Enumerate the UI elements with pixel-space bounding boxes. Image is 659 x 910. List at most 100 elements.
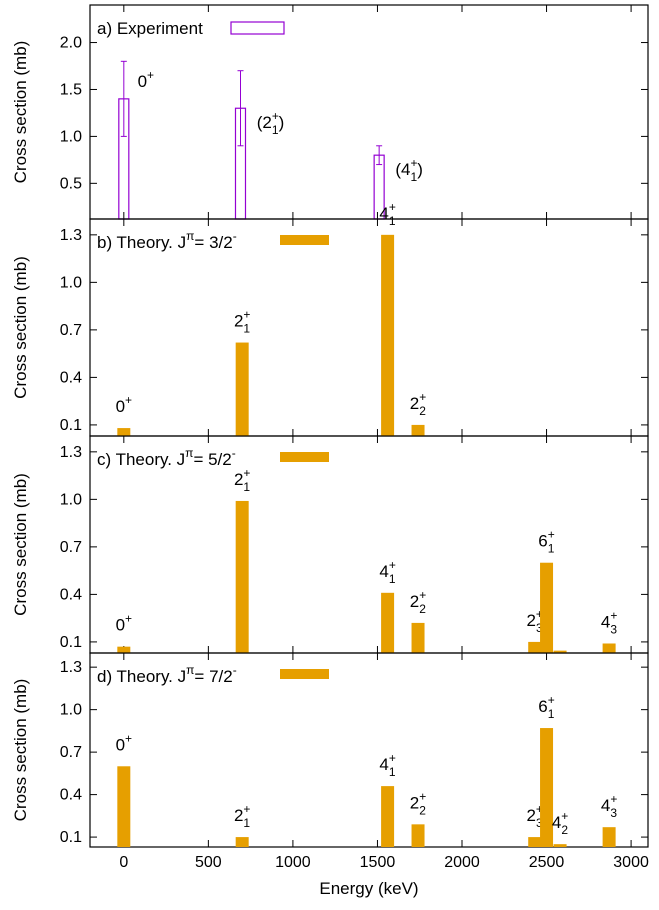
state-label: 4+ 3: [601, 792, 617, 820]
state-spin: 0: [116, 397, 125, 416]
state-label: 4+ 1: [379, 200, 395, 228]
state-spin: 4: [601, 612, 610, 631]
panel-b: 0.1 0.4 0.7 1.0 1.3 Cross section (mb) b) Theo…: [11, 200, 649, 437]
x-tick-label: 3000: [613, 854, 649, 871]
bar: [411, 622, 425, 653]
panel-c: 0.1 0.4 0.7 1.0 1.3 Cross section (mb) c) Theo…: [11, 435, 649, 654]
y-tick-label: 1.5: [60, 81, 82, 98]
state-parity: +: [561, 809, 568, 823]
plot-frame: [89, 652, 649, 848]
x-axis-label: Energy (keV): [319, 879, 418, 898]
state-label: 6+ 1: [538, 693, 554, 721]
state-label: 4+ 2: [552, 809, 568, 837]
panel-label-text: c) Theory. J: [97, 450, 185, 469]
state-label: 2+ 2: [410, 588, 426, 616]
state-parity: +: [243, 466, 250, 480]
bar: [602, 643, 616, 653]
state-parity: +: [389, 558, 396, 572]
state-index: 2: [419, 803, 426, 817]
y-axis-label: Cross section (mb): [11, 473, 30, 616]
legend-swatch: [280, 235, 329, 245]
state-spin: 4: [379, 204, 388, 223]
bar: [235, 837, 249, 847]
bar: [235, 342, 249, 436]
bar: [411, 424, 425, 436]
state-parity: +: [411, 156, 418, 170]
panel-label-text: b) Theory. J: [97, 233, 186, 252]
state-label: 2+ 3: [526, 607, 542, 635]
y-tick-label: 0.1: [60, 829, 82, 846]
bar: [235, 500, 249, 653]
state-spin: 4: [552, 813, 561, 832]
state-label: 0+: [116, 612, 132, 635]
y-tick-label: 0.1: [60, 417, 82, 434]
state-label: 4+ 1: [379, 751, 395, 779]
jpi-value: = 3/2: [194, 233, 232, 252]
state-parity: +: [610, 608, 617, 622]
bar: [411, 824, 425, 847]
state-label: 2+ 2: [410, 390, 426, 418]
state-spin: 2: [410, 793, 419, 812]
state-spin: 4: [601, 796, 610, 815]
state-parity: +: [389, 200, 396, 214]
state-spin: 2: [526, 806, 535, 825]
bar: [117, 766, 131, 847]
state-parity: +: [272, 109, 279, 123]
state-spin: 0: [116, 735, 125, 754]
state-label: (2+ 1): [257, 109, 285, 137]
state-parity: +: [536, 607, 543, 621]
state-index: 1: [548, 707, 555, 721]
panel-label-text: d) Theory. J: [97, 667, 186, 686]
state-label: 2+ 3: [526, 802, 542, 830]
state-label: 2+ 1: [234, 466, 250, 494]
state-parity: +: [419, 390, 426, 404]
state-spin: 4: [401, 160, 410, 179]
panel-label: d) Theory. Jπ= 7/2-: [97, 663, 237, 686]
state-label: 0+: [138, 68, 154, 91]
bar: [553, 844, 567, 847]
state-spin: 6: [538, 532, 547, 551]
state-index: 1: [389, 214, 396, 228]
bar: [381, 592, 395, 653]
state-parity: +: [610, 792, 617, 806]
state-label: 2+ 2: [410, 789, 426, 817]
x-tick-label: 500: [195, 854, 222, 871]
state-label: (4+ 1): [395, 156, 423, 184]
state-label: 4+ 1: [379, 558, 395, 586]
state-spin: 2: [234, 312, 243, 331]
state-parity: +: [125, 731, 132, 745]
jpi-value: = 5/2: [193, 450, 231, 469]
state-spin: 4: [379, 755, 388, 774]
y-tick-label: 1.0: [60, 702, 82, 719]
y-tick-label: 2.0: [60, 35, 82, 52]
bar: [540, 728, 554, 847]
y-tick-label: 0.4: [60, 369, 82, 386]
state-index: 3: [610, 806, 617, 820]
state-index: 1: [243, 816, 250, 830]
state-spin: 4: [379, 562, 388, 581]
state-spin: 6: [538, 697, 547, 716]
y-tick-label: 0.7: [60, 539, 82, 556]
y-tick-label: 0.7: [60, 322, 82, 339]
state-index: 1: [243, 322, 250, 336]
state-parity: +: [548, 693, 555, 707]
state-parity: +: [147, 68, 154, 82]
bar: [381, 234, 395, 436]
y-tick-label: 0.4: [60, 787, 82, 804]
state-label: 0+: [116, 731, 132, 754]
y-tick-label: 1.3: [60, 659, 82, 676]
state-index: 1: [389, 765, 396, 779]
state-parity: +: [548, 528, 555, 542]
state-spin: 2: [410, 394, 419, 413]
y-tick-label: 0.4: [60, 586, 82, 603]
state-parity: +: [419, 588, 426, 602]
state-index: 1: [411, 170, 418, 184]
state-spin: 2: [526, 611, 535, 630]
state-index: 2: [419, 404, 426, 418]
bar: [117, 646, 131, 653]
state-parity: +: [536, 802, 543, 816]
bar: [117, 428, 131, 436]
y-tick-label: 1.3: [60, 227, 82, 244]
